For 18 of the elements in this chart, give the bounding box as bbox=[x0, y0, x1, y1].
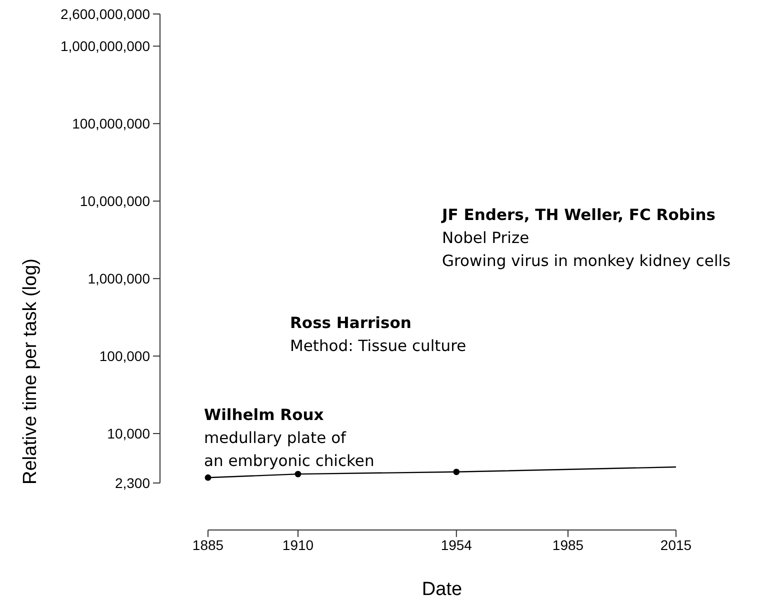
x-tick-label: 1954 bbox=[440, 537, 472, 553]
y-tick-label: 2,600,000,000 bbox=[60, 6, 150, 22]
y-tick-label: 100,000,000 bbox=[72, 116, 150, 132]
annotation: Ross Harrison Method: Tissue culture bbox=[290, 314, 466, 355]
y-tick-label: 10,000,000 bbox=[80, 193, 150, 210]
y-tick-label: 2,300 bbox=[114, 474, 150, 491]
y-tick-label: 1,000,000 bbox=[88, 270, 150, 286]
y-tick-label: 100,000 bbox=[99, 348, 150, 364]
x-tick-label: 1910 bbox=[282, 537, 314, 553]
x-tick-label: 1885 bbox=[192, 537, 224, 553]
y-tick-label: 1,000,000,000 bbox=[60, 38, 150, 54]
y-axis-title: Relative time per task (log) bbox=[20, 258, 41, 484]
y-tick-label: 10,000 bbox=[107, 425, 150, 442]
annotation: Wilhelm Roux medullary plate of an embryonic chicken bbox=[204, 406, 374, 470]
x-axis-title: Date bbox=[422, 579, 462, 600]
annotation: JF Enders, TH Weller, FC Robins Nobel Prize Growing virus in monkey kidney cells bbox=[441, 206, 731, 270]
x-tick-label: 1985 bbox=[552, 537, 584, 553]
x-tick-label: 2015 bbox=[660, 537, 692, 553]
